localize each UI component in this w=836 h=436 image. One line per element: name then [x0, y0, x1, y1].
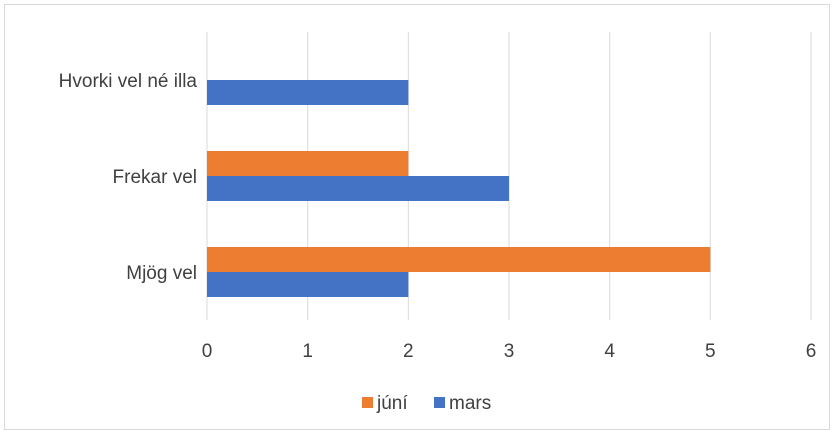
chart-frame	[4, 4, 830, 430]
bar-mars	[207, 80, 409, 105]
x-tick-label: 1	[302, 341, 313, 362]
category-label: Frekar vel	[113, 167, 197, 188]
category-labels: Mjög vel Frekar vel Hvorki vel né illa	[59, 71, 198, 284]
bars	[207, 80, 711, 297]
legend-label: júní	[376, 393, 408, 414]
category-label: Hvorki vel né illa	[59, 71, 198, 92]
x-tick-label: 6	[806, 341, 817, 362]
x-tick-label: 2	[403, 341, 414, 362]
bar-júní	[207, 151, 409, 176]
legend: júní mars	[362, 393, 491, 414]
x-tick-labels: 0 1 2 3 4 5 6	[202, 341, 817, 362]
bar-júní	[207, 247, 711, 272]
bar-mars	[207, 272, 409, 297]
bar-mars	[207, 176, 509, 201]
x-tick-label: 4	[604, 341, 615, 362]
x-tick-label: 3	[504, 341, 515, 362]
x-tick-label: 0	[202, 341, 213, 362]
legend-swatch	[434, 397, 445, 408]
legend-label: mars	[449, 393, 491, 414]
x-tick-label: 5	[705, 341, 716, 362]
category-label: Mjög vel	[126, 263, 197, 284]
legend-swatch	[362, 397, 373, 408]
